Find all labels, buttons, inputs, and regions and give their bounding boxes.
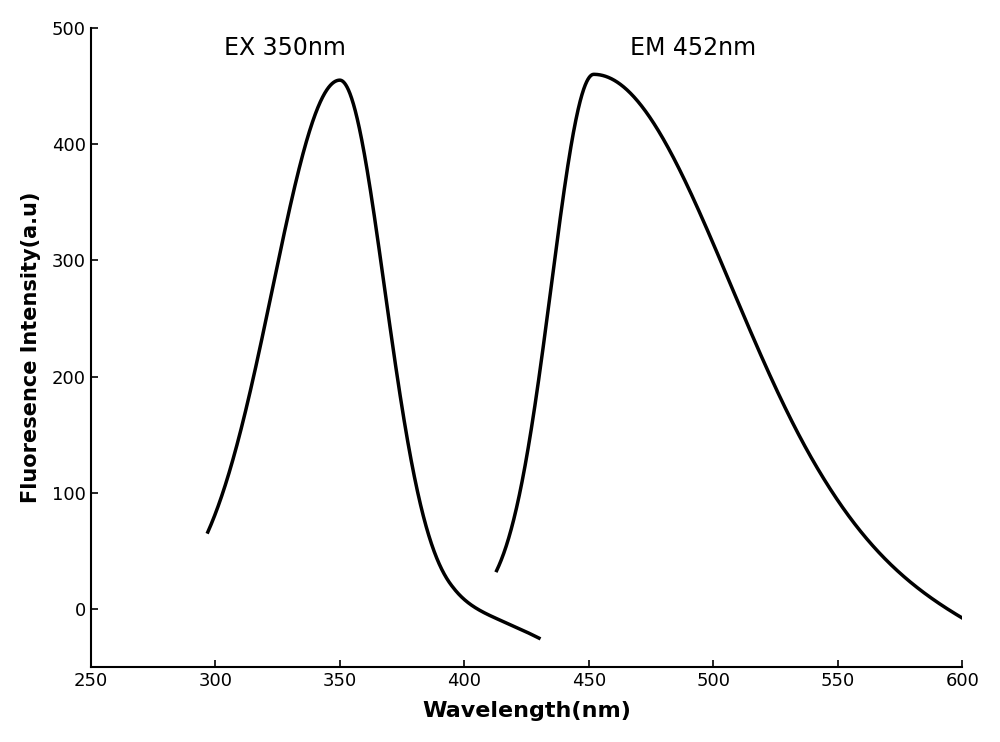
Text: EM 452nm: EM 452nm [630, 36, 756, 60]
X-axis label: Wavelength(nm): Wavelength(nm) [422, 701, 631, 721]
Text: EX 350nm: EX 350nm [224, 36, 346, 60]
Y-axis label: Fluoresence Intensity(a.u): Fluoresence Intensity(a.u) [21, 192, 41, 503]
